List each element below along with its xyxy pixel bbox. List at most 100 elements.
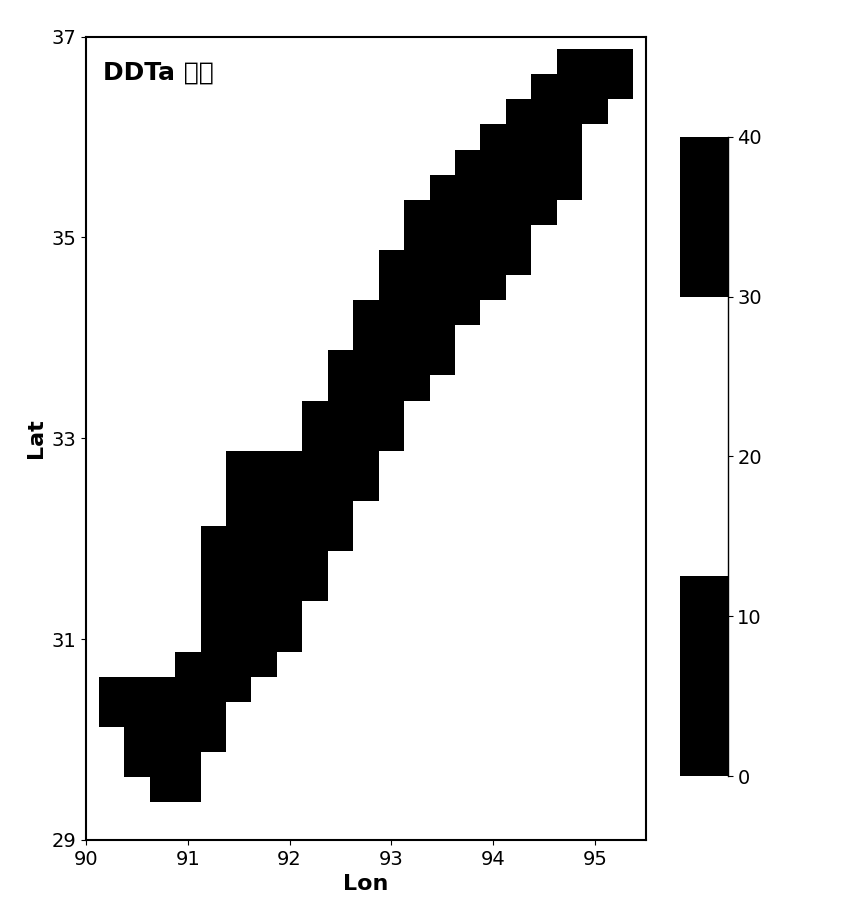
Bar	[277, 576, 302, 602]
Bar	[531, 100, 557, 124]
Bar	[430, 351, 455, 375]
Bar	[557, 150, 582, 174]
Bar	[379, 375, 404, 401]
Bar	[404, 225, 430, 250]
Bar	[353, 476, 379, 501]
Bar	[251, 626, 277, 652]
Bar	[175, 727, 201, 752]
Bar	[506, 225, 531, 250]
Bar	[99, 702, 124, 727]
Bar	[124, 727, 150, 752]
Bar	[480, 150, 506, 174]
Bar	[226, 602, 251, 626]
Bar	[353, 401, 379, 425]
Bar	[251, 576, 277, 602]
Bar	[480, 275, 506, 300]
Bar	[201, 677, 226, 702]
Bar	[455, 275, 480, 300]
Bar	[150, 702, 175, 727]
Bar	[480, 250, 506, 275]
Bar	[175, 752, 201, 777]
Bar	[150, 677, 175, 702]
Bar	[251, 602, 277, 626]
Bar	[226, 501, 251, 526]
Bar	[302, 401, 328, 425]
Bar	[680, 552, 728, 576]
Bar	[353, 325, 379, 351]
Bar	[201, 626, 226, 652]
Bar	[557, 74, 582, 100]
Bar	[277, 626, 302, 652]
Bar	[404, 351, 430, 375]
Text: DDTa 趋势: DDTa 趋势	[103, 60, 214, 85]
Bar	[201, 652, 226, 677]
Bar	[201, 526, 226, 551]
Bar	[201, 727, 226, 752]
Bar	[506, 174, 531, 200]
Bar	[328, 351, 353, 375]
Bar	[430, 200, 455, 225]
Bar	[251, 451, 277, 476]
Bar	[353, 351, 379, 375]
Bar	[455, 150, 480, 174]
Bar	[251, 652, 277, 677]
Bar	[455, 225, 480, 250]
Bar	[379, 351, 404, 375]
Bar	[175, 777, 201, 803]
Bar	[430, 275, 455, 300]
Bar	[353, 375, 379, 401]
Bar	[531, 174, 557, 200]
Bar	[175, 652, 201, 677]
Bar	[379, 250, 404, 275]
Bar	[531, 150, 557, 174]
Bar	[124, 752, 150, 777]
Bar	[480, 200, 506, 225]
Bar	[251, 551, 277, 576]
Bar	[150, 752, 175, 777]
Bar	[302, 576, 328, 602]
Bar	[277, 451, 302, 476]
Bar	[680, 137, 728, 297]
Bar	[353, 451, 379, 476]
Bar	[353, 425, 379, 451]
Bar	[277, 526, 302, 551]
Bar	[455, 200, 480, 225]
Bar	[201, 551, 226, 576]
Bar	[175, 677, 201, 702]
Bar	[608, 49, 633, 74]
Bar	[506, 124, 531, 150]
Bar	[226, 626, 251, 652]
Bar	[277, 476, 302, 501]
Bar	[480, 174, 506, 200]
Bar	[251, 476, 277, 501]
Bar	[379, 425, 404, 451]
Bar	[480, 124, 506, 150]
Bar	[302, 425, 328, 451]
Bar	[430, 174, 455, 200]
Bar	[379, 401, 404, 425]
Bar	[404, 250, 430, 275]
Bar	[226, 451, 251, 476]
Bar	[277, 602, 302, 626]
Bar	[557, 174, 582, 200]
Bar	[506, 150, 531, 174]
Bar	[404, 325, 430, 351]
Y-axis label: Lat: Lat	[26, 418, 46, 458]
Bar	[557, 124, 582, 150]
Bar	[430, 300, 455, 325]
Bar	[328, 375, 353, 401]
Bar	[150, 727, 175, 752]
Bar	[455, 250, 480, 275]
Bar	[328, 401, 353, 425]
Bar	[226, 652, 251, 677]
Bar	[480, 225, 506, 250]
Bar	[226, 551, 251, 576]
Bar	[226, 677, 251, 702]
Bar	[302, 526, 328, 551]
Bar	[557, 100, 582, 124]
Bar	[379, 325, 404, 351]
Bar	[582, 74, 608, 100]
Bar	[328, 501, 353, 526]
Bar	[277, 501, 302, 526]
Bar	[226, 476, 251, 501]
